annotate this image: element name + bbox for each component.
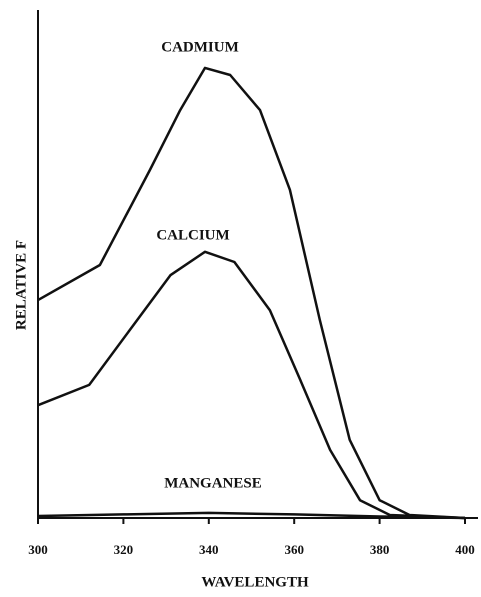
series-label: MANGANESE [164,475,262,491]
x-tick-label: 320 [114,542,134,557]
x-tick-label: 340 [199,542,219,557]
x-tick-label: 400 [455,542,475,557]
y-axis-label: RELATIVE F [13,240,29,330]
series-label: CADMIUM [161,39,238,55]
line [37,66,466,520]
x-tick-label: 380 [370,542,390,557]
x-tick-label: 360 [284,542,304,557]
x-tick-label: 300 [28,542,48,557]
line [37,511,466,520]
line [37,250,466,520]
x-axis-label: WAVELENGTH [201,574,309,590]
series-label: CALCIUM [156,227,229,243]
